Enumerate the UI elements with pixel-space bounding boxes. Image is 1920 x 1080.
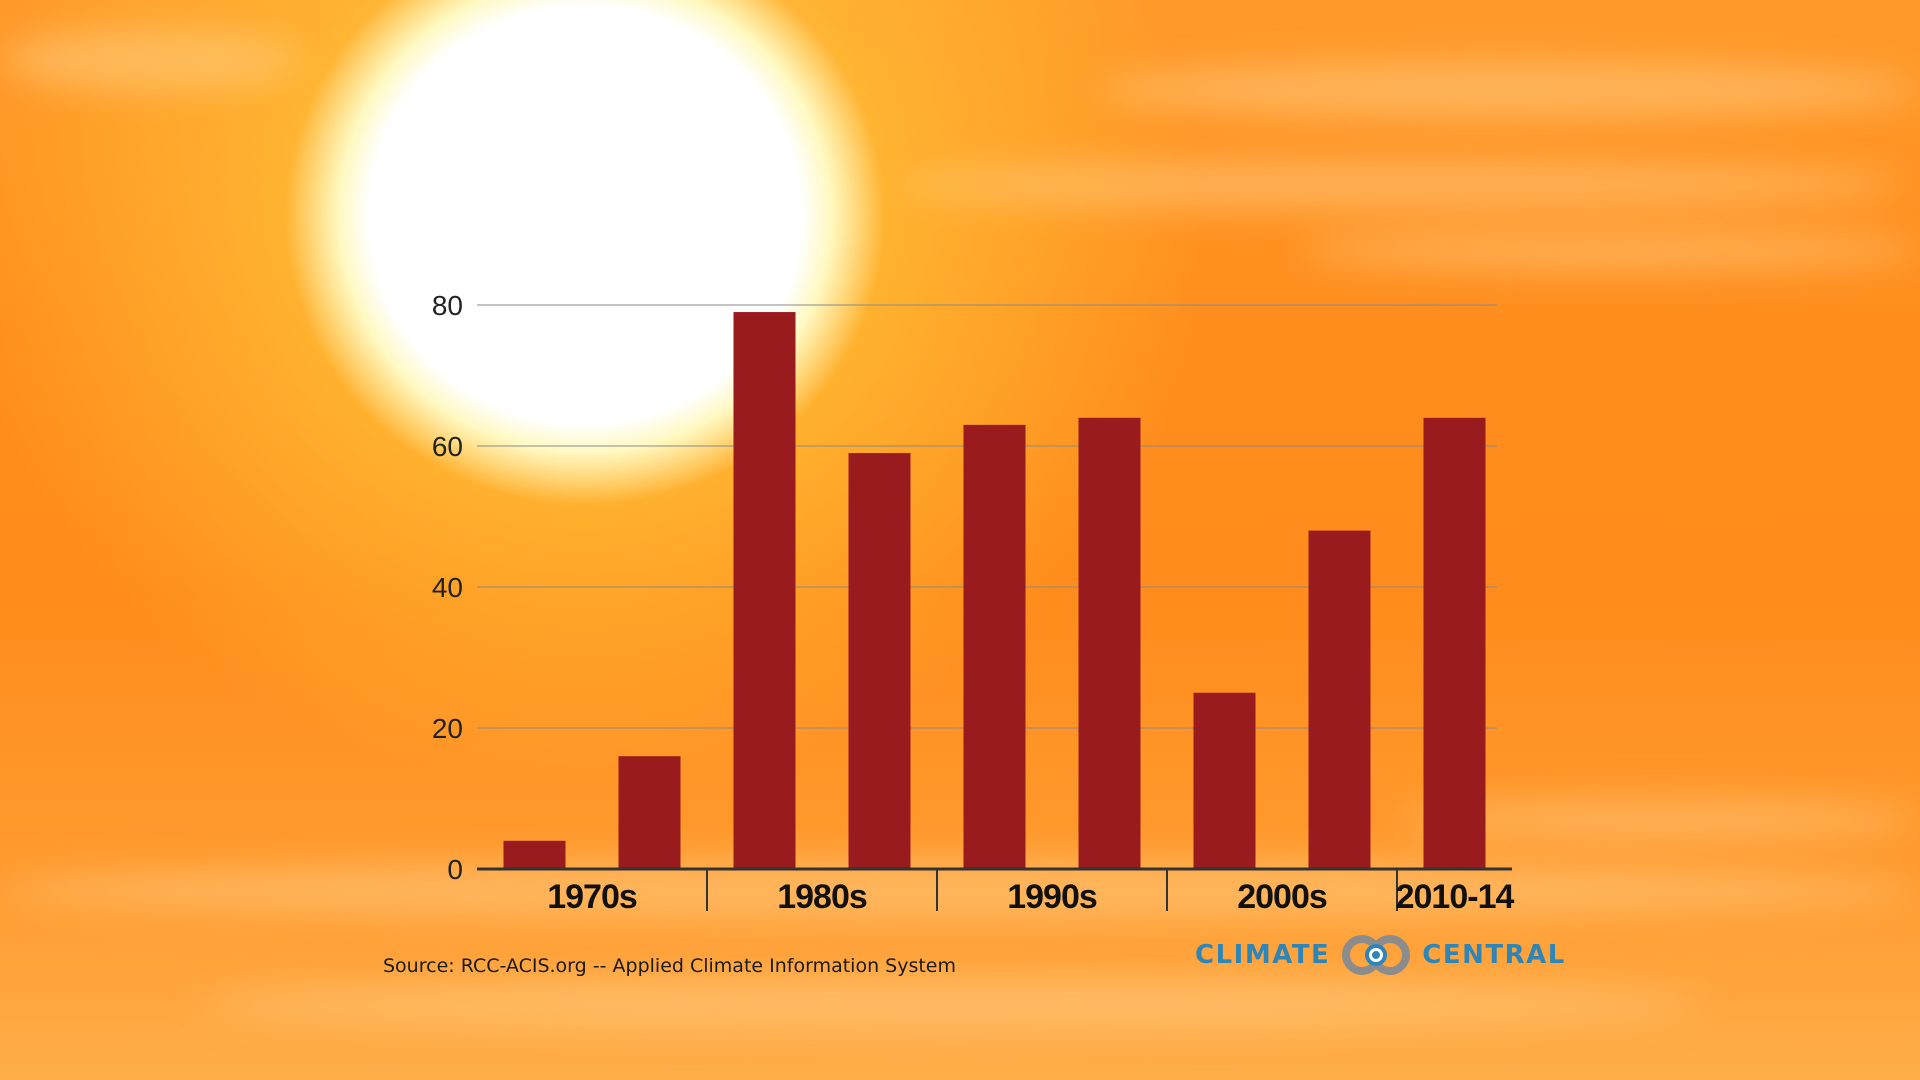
source-note: Source: RCC-ACIS.org -- Applied Climate … bbox=[383, 955, 957, 977]
bars bbox=[503, 312, 1486, 869]
logo-word-left: CLIMATE bbox=[1195, 940, 1331, 970]
category-label: 1990s bbox=[1007, 878, 1097, 916]
y-tick-label: 0 bbox=[447, 854, 463, 885]
climate-central-rings-icon bbox=[1342, 935, 1411, 975]
bar-5 bbox=[1078, 417, 1141, 869]
y-tick-label: 20 bbox=[432, 713, 463, 744]
logo-word-right: CENTRAL bbox=[1422, 940, 1566, 970]
bar-1 bbox=[618, 756, 681, 869]
y-tick-label: 40 bbox=[432, 572, 463, 603]
y-axis-ticks: 0 20 40 60 80 bbox=[432, 290, 463, 885]
bar-6 bbox=[1193, 692, 1256, 869]
bar-0 bbox=[503, 840, 566, 869]
bar-2 bbox=[733, 312, 796, 869]
bar-8 bbox=[1423, 417, 1486, 869]
category-label: 1970s bbox=[547, 878, 637, 916]
x-axis-category-labels: 1970s 1980s 1990s 2000s 2010-14 bbox=[547, 878, 1515, 916]
climate-central-logo: CLIMATE CENTRAL bbox=[1195, 933, 1566, 977]
bar-4 bbox=[963, 424, 1026, 869]
category-label: 2010-14 bbox=[1396, 878, 1515, 916]
bar-3 bbox=[848, 453, 911, 869]
category-label: 1980s bbox=[777, 878, 867, 916]
y-tick-label: 80 bbox=[432, 290, 463, 321]
x-axis bbox=[477, 867, 1512, 911]
category-label: 2000s bbox=[1237, 878, 1327, 916]
bar-7 bbox=[1308, 530, 1371, 869]
y-tick-label: 60 bbox=[432, 431, 463, 462]
